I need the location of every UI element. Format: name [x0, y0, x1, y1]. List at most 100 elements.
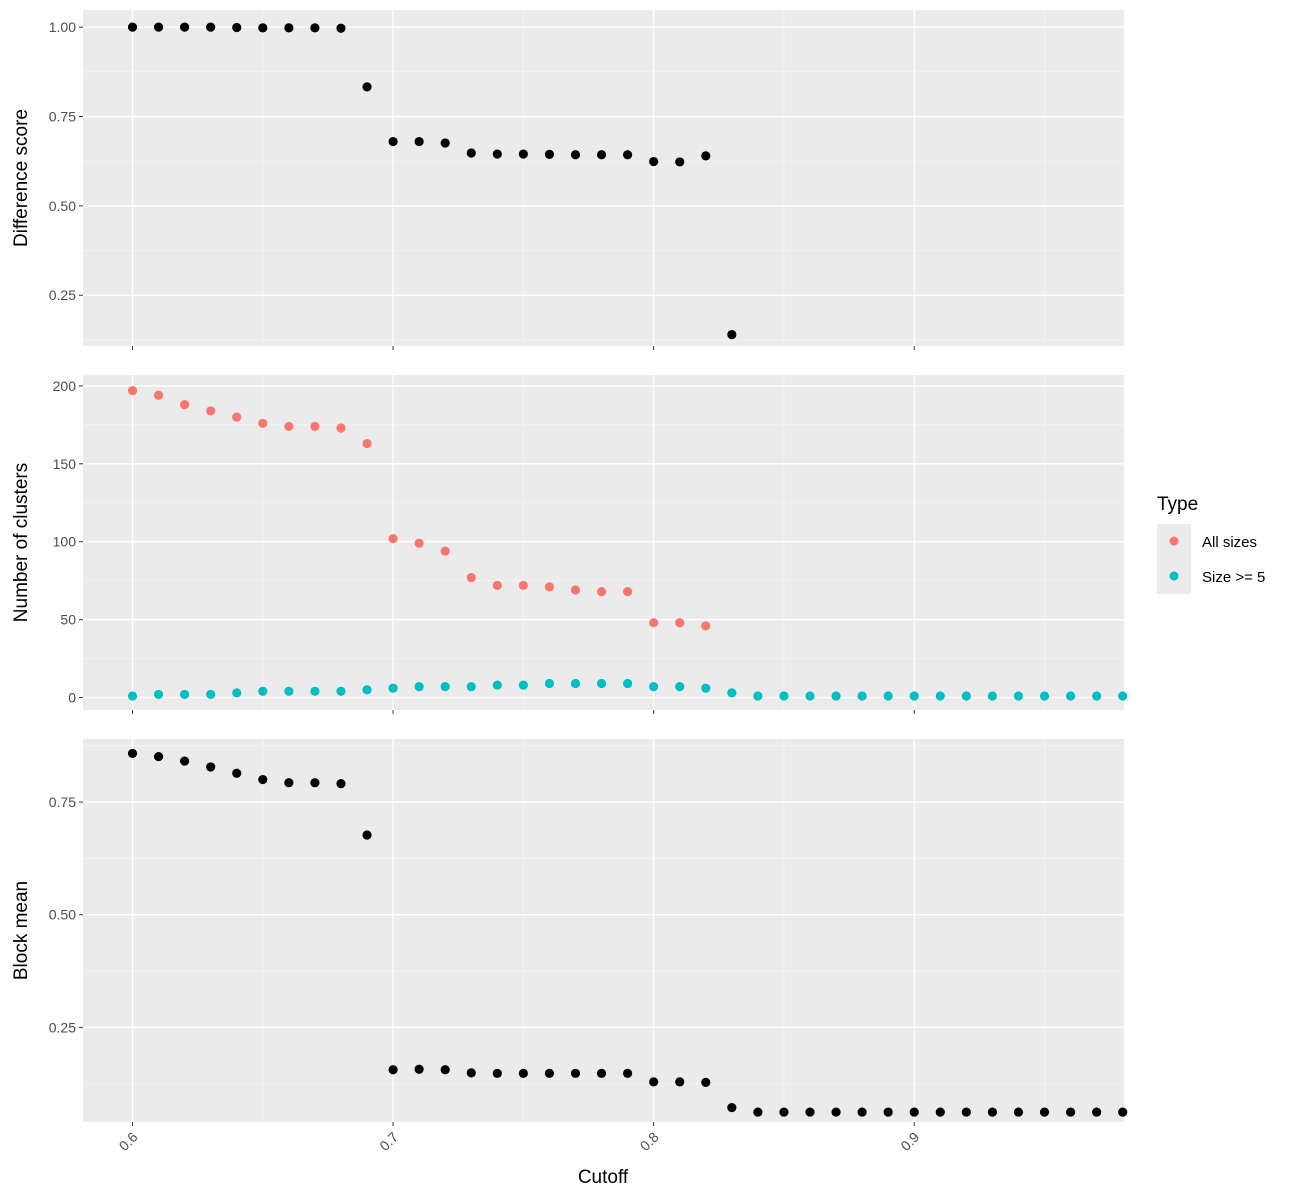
data-point: [336, 686, 346, 696]
data-point: [518, 580, 528, 590]
legend: Type All sizes Size >= 5: [1157, 494, 1265, 594]
y-tick-label: 0.75: [49, 794, 76, 810]
data-point: [909, 1107, 919, 1117]
data-point: [570, 1068, 581, 1078]
data-point: [492, 580, 502, 590]
data-point: [961, 691, 971, 701]
data-point: [649, 682, 659, 692]
data-point: [180, 22, 190, 32]
series-all-sizes: [127, 385, 711, 631]
data-point: [310, 23, 320, 33]
data-point: [701, 151, 711, 161]
y-tick-label: 100: [53, 534, 77, 550]
data-point: [570, 150, 581, 160]
y-tick-label: 0.25: [49, 287, 76, 303]
data-point: [1013, 691, 1024, 701]
data-point: [127, 748, 138, 759]
data-point: [258, 686, 268, 696]
data-point: [805, 1107, 815, 1117]
data-point: [232, 768, 242, 778]
data-point: [1118, 691, 1128, 701]
data-point: [153, 751, 164, 762]
data-point: [388, 136, 398, 147]
data-point: [310, 686, 320, 696]
y-tick-label: 0: [68, 690, 76, 706]
data-point: [492, 149, 502, 159]
data-point: [414, 136, 424, 147]
data-point: [180, 756, 190, 766]
data-point: [388, 683, 398, 693]
data-point: [1039, 691, 1050, 701]
data-point: [570, 585, 581, 595]
y-tick-label: 200: [53, 378, 77, 394]
data-point: [232, 22, 242, 33]
data-point: [1039, 1107, 1050, 1117]
data-point: [258, 774, 268, 785]
data-point: [518, 149, 528, 159]
data-point: [336, 423, 346, 433]
y-axis-title: Number of clusters: [11, 463, 32, 622]
data-point: [570, 678, 581, 689]
x-tick-label: 0.6: [116, 1129, 141, 1154]
data-point: [518, 680, 528, 690]
series-points: [127, 748, 1128, 1117]
data-point: [492, 1068, 502, 1078]
data-point: [987, 1107, 998, 1117]
data-point: [649, 156, 659, 167]
data-point: [127, 385, 138, 396]
data-point: [727, 329, 737, 340]
data-point: [1118, 1107, 1128, 1117]
data-point: [596, 150, 607, 160]
data-point: [1092, 691, 1102, 701]
data-point: [675, 618, 685, 628]
data-point: [1065, 1107, 1076, 1117]
panel-3: 0.25 0.50 0.75 Block mean 0.6 0.7 0.8 0.9: [11, 739, 1128, 1154]
data-point: [232, 688, 242, 698]
data-point: [909, 691, 919, 701]
data-point: [961, 1107, 971, 1117]
data-point: [649, 618, 659, 628]
data-point: [284, 23, 294, 33]
legend-key-background: [1157, 524, 1191, 594]
data-point: [623, 150, 633, 160]
data-point: [623, 678, 633, 689]
data-point: [127, 691, 138, 701]
data-point: [388, 534, 398, 544]
data-point: [206, 406, 216, 416]
data-point: [779, 1107, 789, 1117]
data-point: [623, 1068, 633, 1078]
data-point: [857, 1107, 867, 1117]
y-tick-label: 1.00: [49, 19, 76, 35]
data-point: [336, 23, 346, 33]
data-point: [362, 438, 372, 449]
data-point: [440, 1065, 450, 1075]
y-tick-label: 0.25: [49, 1019, 76, 1035]
data-point: [153, 390, 164, 400]
y-axis-title: Block mean: [11, 881, 32, 980]
data-point: [649, 1077, 659, 1087]
x-tick-label: 0.8: [637, 1129, 662, 1154]
panel-background: [83, 375, 1124, 710]
data-point: [518, 1068, 528, 1078]
data-point: [466, 1068, 476, 1078]
data-point: [831, 691, 841, 701]
data-point: [153, 22, 164, 32]
data-point: [388, 1065, 398, 1075]
data-point: [440, 682, 450, 692]
data-point: [623, 586, 633, 597]
data-point: [727, 1102, 737, 1113]
panel-background: [83, 739, 1124, 1122]
data-point: [544, 582, 555, 592]
data-point: [206, 762, 216, 772]
y-tick-label: 0.50: [49, 198, 76, 214]
data-point: [440, 138, 450, 148]
data-point: [701, 1077, 711, 1087]
data-point: [544, 1068, 555, 1078]
y-axis-title: Difference score: [11, 109, 32, 247]
x-axis-title: Cutoff: [578, 1167, 629, 1188]
data-point: [466, 682, 476, 692]
data-point: [753, 691, 763, 701]
legend-key-size-ge-5: [1169, 571, 1179, 581]
data-point: [258, 418, 268, 428]
